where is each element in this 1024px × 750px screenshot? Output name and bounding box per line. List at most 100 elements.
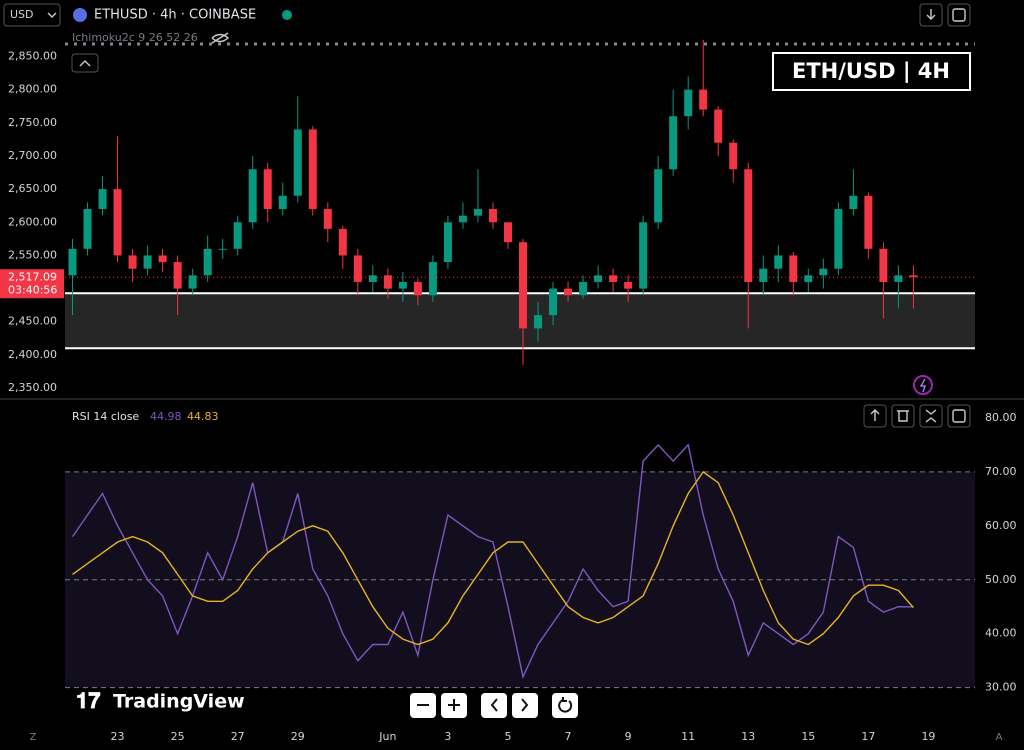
candle-body [564,288,573,296]
candle-body [699,89,708,110]
candle-body [368,275,377,282]
up-icon [870,409,880,421]
rsi-line [72,470,914,646]
candle-body [849,195,858,210]
y-tick-label: 2,650.00 [8,182,57,195]
x-tick-label: 23 [111,730,125,743]
reset-button[interactable] [552,693,578,718]
x-axis: 23 25 27 29 Jun 3 5 7 9 11 13 15 17 19 [111,730,936,743]
currency-select[interactable] [3,3,61,27]
candle-body [774,255,783,269]
candle-body [834,209,843,269]
rsi-toolbar [863,404,971,428]
y-tick-label: 2,550.00 [8,248,57,261]
candle-body [759,268,768,282]
collapse-icon [79,60,91,67]
settings-icon [952,409,966,423]
candle-body [293,129,302,196]
watermark: ETH/USD | 4H [792,59,950,84]
indicator: Ichimoku2c 9 26 52 26 [72,31,198,44]
scroll-right-button[interactable] [512,693,538,718]
candle-body [864,195,873,249]
x-tick-label: 17 [861,730,875,743]
y-tick-label: 2,850.00 [8,50,57,63]
last-price-label: 2,517.09 [8,270,57,283]
candle-body [804,275,813,282]
settings-button[interactable] [947,404,971,428]
candle-body [879,248,888,282]
candle-body [308,129,317,210]
candle-body [729,142,738,170]
x-tick-label: 13 [741,730,755,743]
scroll-left-button[interactable] [481,693,507,718]
candle-body [98,189,107,210]
candle-body [398,281,407,289]
candle-body [503,222,512,243]
x-tick-label: 9 [625,730,632,743]
collapse-button[interactable] [71,53,99,73]
auto-scale-button[interactable]: A [996,732,1003,743]
candle-body [143,255,152,269]
delete-button[interactable] [891,404,915,428]
y-tick-label: 2,600.00 [8,215,57,228]
download-icon [926,9,936,20]
market-status [282,10,292,20]
candle-body [353,255,362,282]
candle-body [473,209,482,216]
rsi-value: 44.98 [150,410,182,423]
candle-body [248,169,257,223]
x-tick-label: 29 [291,730,305,743]
candle-body [654,169,663,223]
candle-body [744,169,753,282]
right-icon [521,698,529,712]
fullscreen-button[interactable] [947,3,971,27]
candle-body [188,275,197,289]
rsi-pane: 30.00 40.00 50.00 60.00 70.00 80.00 RSI 14 clo… [65,410,1017,694]
x-tick-label: 3 [444,730,451,743]
alert-icon[interactable] [913,375,933,395]
maximize-button[interactable] [919,404,943,428]
dropdown-icon [47,12,57,18]
candle-body [549,288,558,316]
candle-body [534,315,543,329]
candle-body [639,222,648,289]
timezone-button[interactable]: Z [30,732,37,743]
candle-body [819,268,828,276]
y-tick-label: 50.00 [985,573,1017,586]
candle-body [519,242,528,329]
rsi-value: 44.83 [187,410,219,423]
candle-body [894,275,903,282]
left-icon [490,698,498,712]
candle-body [488,209,497,223]
brand-logo: 𝟏𝟕 [76,689,101,714]
candle-body [158,255,167,263]
y-tick-label: 40.00 [985,627,1017,640]
candle-body [609,275,618,282]
candle-body [684,89,693,117]
y-tick-label: 2,700.00 [8,149,57,162]
x-tick-label: 5 [504,730,511,743]
zoom-controls [410,693,578,718]
x-tick-label: 27 [231,730,245,743]
rsi-title: RSI 14 close [72,410,139,423]
watermark-box [772,52,971,91]
candle-body [624,281,633,289]
candle-body [594,275,603,282]
x-tick-label: 25 [171,730,185,743]
candle-body [263,169,272,210]
candle-body [413,281,422,296]
reset-icon [558,697,573,713]
maximize-icon [925,409,937,423]
y-tick-label: 2,800.00 [8,83,57,96]
candle-body [278,195,287,210]
hide-icon[interactable] [211,32,230,44]
candle-body [128,255,137,269]
y-tick-label: 80.00 [985,411,1017,424]
candle-body [579,281,588,296]
y-tick-label: 2,400.00 [8,348,57,361]
x-tick-label: 19 [921,730,935,743]
countdown: 03:40:56 [8,283,57,296]
y-tick-label: 2,350.00 [8,381,57,394]
rsi-line [71,443,914,679]
